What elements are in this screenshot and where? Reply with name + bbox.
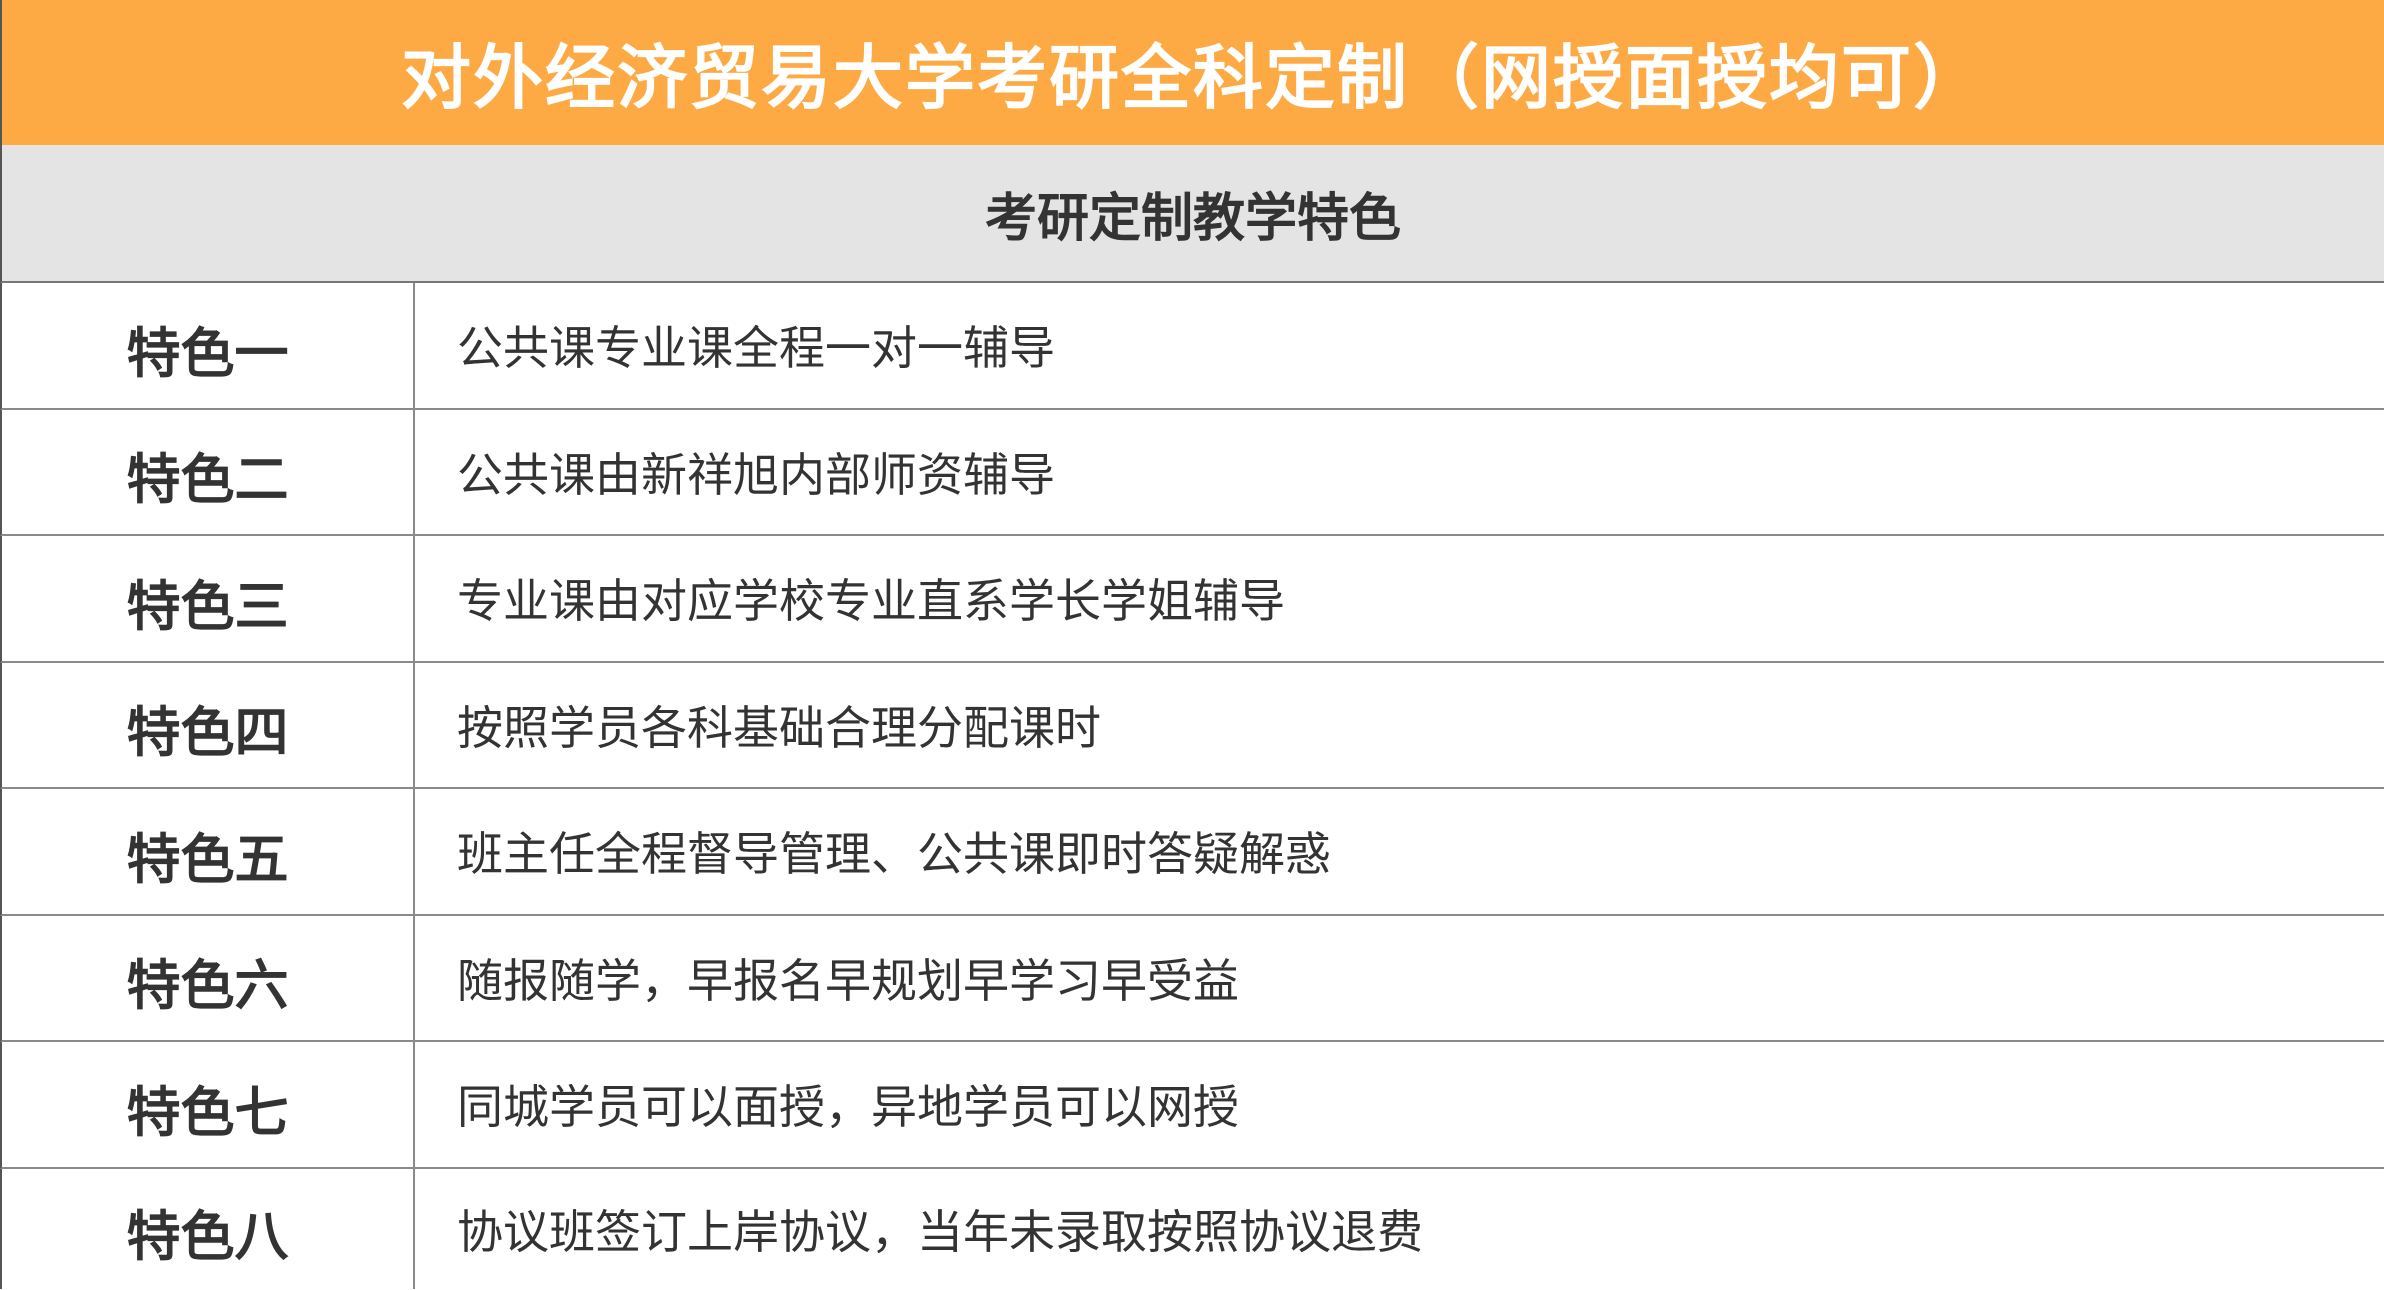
feature-label: 特色三 (2, 536, 415, 661)
table-row: 特色一 公共课专业课全程一对一辅导 (0, 283, 2384, 410)
feature-label: 特色七 (2, 1042, 415, 1167)
feature-label: 特色一 (2, 283, 415, 408)
feature-label: 特色五 (2, 789, 415, 914)
feature-description: 公共课专业课全程一对一辅导 (457, 321, 1055, 376)
table-row: 特色五 班主任全程督导管理、公共课即时答疑解惑 (0, 789, 2384, 916)
table-row: 特色八 协议班签订上岸协议，当年未录取按照协议退费 (0, 1168, 2384, 1289)
table-row: 特色四 按照学员各科基础合理分配课时 (0, 662, 2384, 789)
feature-description: 公共课由新祥旭内部师资辅导 (457, 447, 1055, 502)
table-row: 特色六 随报随学，早报名早规划早学习早受益 (0, 915, 2384, 1042)
feature-label: 特色六 (2, 915, 415, 1040)
table-row: 特色七 同城学员可以面授，异地学员可以网授 (0, 1042, 2384, 1169)
table-row: 特色三 专业课由对应学校专业直系学长学姐辅导 (0, 536, 2384, 663)
feature-description: 专业课由对应学校专业直系学长学姐辅导 (457, 574, 1285, 629)
feature-label: 特色二 (2, 409, 415, 534)
section-heading: 考研定制教学特色 (0, 145, 2384, 283)
feature-description: 协议班签订上岸协议，当年未录取按照协议退费 (457, 1204, 1423, 1259)
feature-label: 特色四 (2, 662, 415, 787)
feature-description: 同城学员可以面授，异地学员可以网授 (457, 1080, 1239, 1135)
feature-label: 特色八 (2, 1168, 415, 1289)
feature-description: 班主任全程督导管理、公共课即时答疑解惑 (457, 827, 1331, 882)
feature-description: 按照学员各科基础合理分配课时 (457, 700, 1101, 755)
feature-description: 随报随学，早报名早规划早学习早受益 (457, 953, 1239, 1008)
table-row: 特色二 公共课由新祥旭内部师资辅导 (0, 409, 2384, 536)
page-title: 对外经济贸易大学考研全科定制（网授面授均可） (0, 0, 2384, 145)
features-table: 特色一 公共课专业课全程一对一辅导 特色二 公共课由新祥旭内部师资辅导 特色三 专业课由对… (0, 283, 2384, 1289)
